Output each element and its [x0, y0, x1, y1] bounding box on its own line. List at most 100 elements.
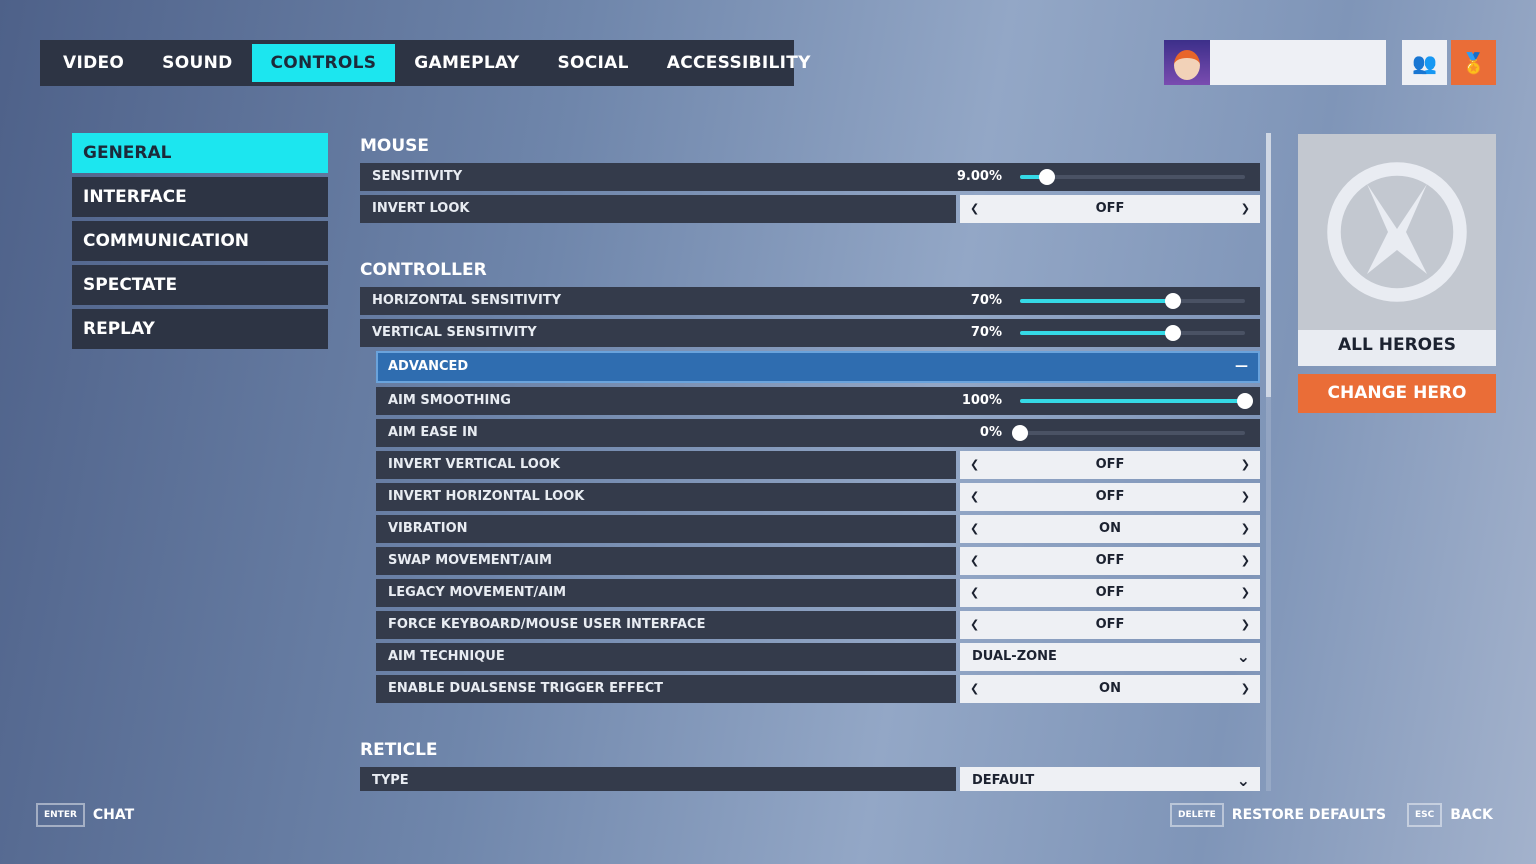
dropdown[interactable]: DEFAULT ⌄: [960, 767, 1260, 791]
tab-controls[interactable]: CONTROLS: [251, 44, 396, 82]
tab-social[interactable]: SOCIAL: [557, 53, 629, 73]
option-value: DEFAULT: [972, 773, 1035, 788]
setting-force-keyboard-mouse-user-interface: FORCE KEYBOARD/MOUSE USER INTERFACE ❮ OFF ❯: [376, 611, 1260, 639]
chevron-left-icon[interactable]: ❮: [970, 522, 980, 535]
setting-aim-ease-in: AIM EASE IN 0%: [376, 419, 1260, 447]
sidebar-item-general[interactable]: GENERAL: [72, 133, 328, 173]
setting-invert-look: INVERT LOOK ❮ OFF ❯: [360, 195, 1260, 223]
slider-thumb[interactable]: [1012, 425, 1028, 441]
slider-track[interactable]: [1012, 425, 1245, 441]
chevron-down-icon[interactable]: ⌄: [1236, 771, 1250, 790]
setting-label: SWAP MOVEMENT/AIM: [376, 547, 956, 575]
esc-key: ESC: [1407, 803, 1443, 827]
chevron-right-icon[interactable]: ❯: [1240, 618, 1250, 631]
section-title: CONTROLLER: [360, 260, 487, 280]
sidebar-item-replay[interactable]: REPLAY: [72, 309, 328, 349]
back-button[interactable]: ESC BACK: [1407, 803, 1493, 827]
chevron-left-icon[interactable]: ❮: [970, 202, 980, 215]
chevron-left-icon[interactable]: ❮: [970, 618, 980, 631]
slider-thumb[interactable]: [1039, 169, 1055, 185]
option-selector[interactable]: ❮ OFF ❯: [960, 451, 1260, 479]
option-selector[interactable]: ❮ ON ❯: [960, 675, 1260, 703]
chevron-right-icon[interactable]: ❯: [1240, 586, 1250, 599]
setting-sensitivity: SENSITIVITY 9.00%: [360, 163, 1260, 191]
setting-label: TYPE: [360, 767, 956, 791]
avatar[interactable]: [1164, 40, 1210, 85]
option-selector[interactable]: ❮ OFF ❯: [960, 195, 1260, 223]
slider-thumb[interactable]: [1237, 393, 1253, 409]
option-value: OFF: [1095, 489, 1125, 504]
slider-value: 0%: [979, 425, 1002, 440]
advanced-toggle[interactable]: ADVANCED —: [376, 351, 1260, 383]
slider-value: 70%: [970, 293, 1002, 308]
setting-label: FORCE KEYBOARD/MOUSE USER INTERFACE: [376, 611, 956, 639]
chevron-right-icon[interactable]: ❯: [1240, 202, 1250, 215]
sidebar-item-spectate[interactable]: SPECTATE: [72, 265, 328, 305]
chevron-right-icon[interactable]: ❯: [1240, 682, 1250, 695]
chevron-down-icon[interactable]: ⌄: [1236, 647, 1250, 666]
setting-invert-horizontal-look: INVERT HORIZONTAL LOOK ❮ OFF ❯: [376, 483, 1260, 511]
chat-button[interactable]: ENTER CHAT: [36, 803, 134, 827]
restore-defaults-label: RESTORE DEFAULTS: [1231, 807, 1387, 823]
tab-accessibility[interactable]: ACCESSIBILITY: [666, 53, 811, 73]
advanced-label: ADVANCED: [388, 359, 469, 374]
slider-track[interactable]: [1020, 325, 1245, 341]
delete-key: DELETE: [1170, 803, 1224, 827]
chevron-right-icon[interactable]: ❯: [1240, 522, 1250, 535]
sidebar-item-interface[interactable]: INTERFACE: [72, 177, 328, 217]
chevron-left-icon[interactable]: ❮: [970, 586, 980, 599]
option-value: DUAL-ZONE: [972, 649, 1057, 664]
social-button[interactable]: 👥: [1402, 40, 1447, 85]
slider-thumb[interactable]: [1165, 293, 1181, 309]
setting-vertical-sensitivity: VERTICAL SENSITIVITY 70%: [360, 319, 1260, 347]
slider-thumb[interactable]: [1165, 325, 1181, 341]
tab-gameplay[interactable]: GAMEPLAY: [414, 53, 520, 73]
medal-icon: 🏅: [1461, 50, 1486, 75]
section-title: MOUSE: [360, 136, 430, 156]
slider-track[interactable]: [1020, 169, 1245, 185]
chevron-left-icon[interactable]: ❮: [970, 458, 980, 471]
player-name[interactable]: [1210, 40, 1386, 85]
option-value: OFF: [1095, 617, 1125, 632]
restore-defaults-button[interactable]: DELETE RESTORE DEFAULTS: [1170, 803, 1386, 827]
chevron-left-icon[interactable]: ❮: [970, 682, 980, 695]
change-hero-button[interactable]: CHANGE HERO: [1298, 374, 1496, 413]
setting-horizontal-sensitivity: HORIZONTAL SENSITIVITY 70%: [360, 287, 1260, 315]
option-selector[interactable]: ❮ OFF ❯: [960, 483, 1260, 511]
option-value: OFF: [1095, 553, 1125, 568]
overwatch-logo-icon: [1298, 134, 1496, 330]
setting-label: VIBRATION: [376, 515, 956, 543]
collapse-icon: —: [1235, 359, 1248, 374]
chevron-right-icon[interactable]: ❯: [1240, 490, 1250, 503]
settings-tabs: VIDEO SOUND CONTROLS GAMEPLAY SOCIAL ACCESSIB…: [40, 40, 810, 86]
slider-value: 100%: [961, 393, 1002, 408]
option-selector[interactable]: ❮ OFF ❯: [960, 547, 1260, 575]
sidebar-item-communication[interactable]: COMMUNICATION: [72, 221, 328, 261]
dropdown[interactable]: DUAL-ZONE ⌄: [960, 643, 1260, 671]
tab-sound[interactable]: SOUND: [162, 53, 233, 73]
option-selector[interactable]: ❮ OFF ❯: [960, 611, 1260, 639]
scrollbar-thumb[interactable]: [1266, 133, 1271, 397]
setting-label: INVERT VERTICAL LOOK: [376, 451, 956, 479]
chevron-right-icon[interactable]: ❯: [1240, 554, 1250, 567]
setting-swap-movement-aim: SWAP MOVEMENT/AIM ❮ OFF ❯: [376, 547, 1260, 575]
slider-track[interactable]: [1020, 293, 1245, 309]
chevron-left-icon[interactable]: ❮: [970, 490, 980, 503]
chevron-right-icon[interactable]: ❯: [1240, 458, 1250, 471]
slider-track[interactable]: [1020, 393, 1253, 409]
setting-vibration: VIBRATION ❮ ON ❯: [376, 515, 1260, 543]
option-selector[interactable]: ❮ ON ❯: [960, 515, 1260, 543]
slider-fill: [1020, 175, 1047, 179]
setting-label: AIM TECHNIQUE: [376, 643, 956, 671]
option-value: OFF: [1095, 201, 1125, 216]
slider-fill: [1020, 331, 1173, 335]
sidebar: GENERAL INTERFACE COMMUNICATION SPECTATE REP…: [72, 133, 328, 353]
setting-label: INVERT LOOK: [360, 195, 956, 223]
rewards-button[interactable]: 🏅: [1451, 40, 1496, 85]
enter-key: ENTER: [36, 803, 85, 827]
scrollbar[interactable]: [1266, 133, 1271, 791]
option-selector[interactable]: ❮ OFF ❯: [960, 579, 1260, 607]
tab-video[interactable]: VIDEO: [63, 53, 125, 73]
chevron-left-icon[interactable]: ❮: [970, 554, 980, 567]
chat-label: CHAT: [92, 807, 135, 823]
